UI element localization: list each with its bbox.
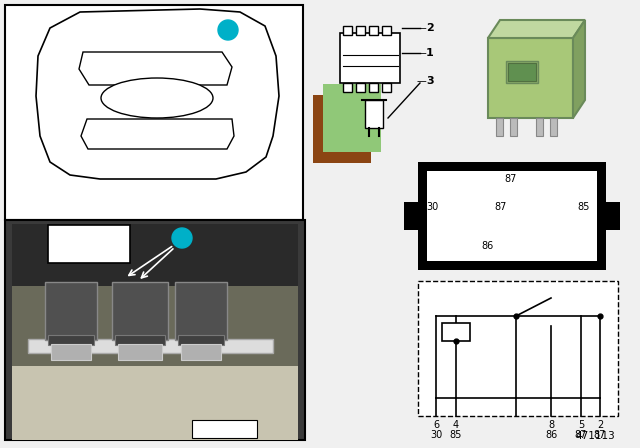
Bar: [365, 100, 383, 128]
Polygon shape: [36, 9, 279, 179]
Text: 2: 2: [426, 23, 434, 33]
Text: 87: 87: [505, 174, 517, 184]
Polygon shape: [573, 20, 585, 118]
Text: 1: 1: [426, 48, 434, 58]
Bar: [5, 220, 305, 440]
Bar: [442, 323, 470, 341]
Text: 5: 5: [578, 420, 584, 430]
Bar: [340, 33, 400, 83]
Bar: [508, 63, 536, 81]
Bar: [5, 5, 303, 220]
Text: X10156: X10156: [62, 246, 116, 258]
Bar: [427, 171, 597, 261]
Text: —: —: [417, 48, 427, 58]
Text: 3: 3: [426, 76, 434, 86]
Text: 8: 8: [548, 420, 554, 430]
Text: 85: 85: [578, 202, 590, 212]
Bar: [112, 282, 168, 340]
Text: K96: K96: [76, 233, 102, 246]
Text: 85: 85: [450, 430, 462, 440]
Bar: [48, 335, 94, 345]
Bar: [418, 281, 618, 416]
Text: 86: 86: [482, 241, 494, 251]
Bar: [506, 61, 538, 83]
Bar: [118, 344, 162, 360]
Bar: [496, 118, 503, 136]
Bar: [404, 202, 427, 230]
Text: 1: 1: [224, 25, 232, 35]
Text: 87: 87: [575, 430, 587, 440]
Bar: [28, 339, 273, 353]
Bar: [48, 225, 130, 263]
Bar: [343, 26, 352, 35]
Text: 1: 1: [178, 233, 186, 243]
Bar: [115, 335, 165, 345]
Ellipse shape: [101, 78, 213, 118]
Bar: [181, 344, 221, 360]
Bar: [45, 282, 97, 340]
Bar: [323, 84, 381, 152]
Bar: [356, 83, 365, 92]
Circle shape: [218, 20, 238, 40]
Circle shape: [172, 228, 192, 248]
Bar: [175, 282, 227, 340]
Text: 471113: 471113: [575, 431, 615, 441]
Text: —: —: [417, 76, 427, 86]
Polygon shape: [488, 20, 585, 38]
Bar: [488, 38, 573, 118]
Bar: [356, 26, 365, 35]
Text: 30: 30: [426, 202, 438, 212]
Bar: [12, 362, 298, 440]
Bar: [178, 335, 224, 345]
Text: 2: 2: [597, 420, 603, 430]
Bar: [418, 162, 606, 270]
Bar: [510, 118, 517, 136]
Text: 86: 86: [545, 430, 557, 440]
Text: 87: 87: [594, 430, 606, 440]
Bar: [12, 224, 298, 286]
Bar: [550, 118, 557, 136]
Bar: [536, 118, 543, 136]
Bar: [597, 202, 620, 230]
Bar: [192, 420, 257, 438]
Text: 4: 4: [453, 420, 459, 430]
Bar: [343, 83, 352, 92]
Bar: [418, 281, 618, 416]
Bar: [51, 344, 91, 360]
Bar: [313, 95, 371, 163]
Polygon shape: [79, 52, 232, 85]
Text: 30: 30: [430, 430, 442, 440]
Bar: [382, 26, 391, 35]
Text: 87: 87: [495, 202, 507, 212]
Text: 6: 6: [433, 420, 439, 430]
Bar: [382, 83, 391, 92]
Text: 294041: 294041: [202, 424, 246, 434]
Polygon shape: [81, 119, 234, 149]
Bar: [369, 83, 378, 92]
Bar: [369, 26, 378, 35]
Bar: [12, 281, 298, 366]
Text: —: —: [417, 23, 427, 33]
